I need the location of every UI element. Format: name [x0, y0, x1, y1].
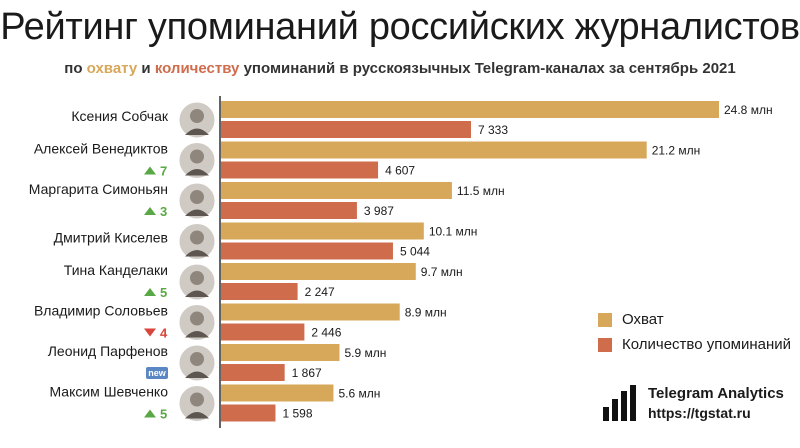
avatar-body-shape: [185, 412, 209, 419]
data-label-reach: 21.2 млн: [652, 144, 701, 158]
data-label-reach: 5.9 млн: [344, 346, 386, 360]
rank-change-value: 4: [160, 326, 168, 341]
avatar-head-shape: [190, 311, 204, 326]
avatar-body-shape: [185, 169, 209, 176]
data-label-reach: 24.8 млн: [724, 103, 773, 117]
bar-count: [221, 364, 285, 381]
avatar-head-shape: [190, 230, 204, 245]
chart-title: Рейтинг упоминаний российских журналисто…: [0, 6, 800, 48]
data-label-count: 3 987: [364, 204, 394, 218]
bar-count: [221, 121, 471, 138]
avatar-head-shape: [190, 190, 204, 204]
data-label-count: 2 247: [305, 285, 335, 299]
bar-reach: [221, 182, 452, 199]
legend-label-reach: Охват: [622, 311, 664, 328]
data-label-count: 7 333: [478, 123, 508, 137]
rank-up-icon: [144, 288, 156, 296]
rank-up-icon: [144, 166, 156, 175]
subtitle-and: и: [141, 60, 151, 77]
chart-row: 8.9 млн 2 446 Владимир Соловьев 4: [34, 303, 447, 341]
chart-row: 10.1 млн 5 044 Дмитрий Киселев: [54, 222, 478, 260]
subtitle-suffix: упоминаний в русскоязычных Telegram-кана…: [243, 60, 736, 77]
data-label-count: 4 607: [385, 164, 415, 178]
bar-count: [221, 161, 379, 179]
rank-change-value: 7: [160, 164, 167, 179]
bar-count: [221, 404, 276, 422]
avatar-body-shape: [185, 128, 209, 135]
data-label-count: 2 446: [311, 326, 341, 340]
category-label: Тина Канделаки: [64, 262, 168, 278]
category-label: Максим Шевченко: [49, 384, 168, 400]
chart-subtitle: по охвату и количеству упоминаний в русс…: [0, 60, 800, 77]
new-badge-label: new: [148, 368, 167, 378]
category-label: Маргарита Симоньян: [29, 181, 168, 197]
bar-reach: [221, 303, 400, 321]
category-label: Алексей Венедиктов: [34, 141, 168, 157]
data-label-count: 5 044: [400, 245, 430, 259]
rank-change-value: 3: [160, 204, 167, 219]
bar-reach: [221, 141, 647, 159]
rank-down-icon: [144, 328, 156, 337]
bar-count: [221, 202, 357, 219]
legend-swatch-reach: [598, 312, 612, 327]
bar-reach: [221, 101, 719, 118]
chart-row: 11.5 млн 3 987 Маргарита Симоньян 3: [29, 181, 505, 220]
legend-swatch-count: [598, 337, 612, 352]
avatar-body-shape: [185, 371, 209, 378]
data-label-count: 1 598: [282, 407, 312, 421]
data-label-reach: 5.6 млн: [338, 387, 380, 401]
avatar-head-shape: [190, 271, 204, 285]
avatar-head-shape: [190, 109, 204, 123]
data-label-reach: 10.1 млн: [429, 225, 478, 239]
brand-url[interactable]: https://tgstat.ru: [648, 405, 751, 421]
subtitle-prefix: по: [64, 60, 83, 77]
category-label: Владимир Соловьев: [34, 303, 168, 319]
chart-row: 5.9 млн 1 867 Леонид Парфенов new: [48, 343, 386, 382]
avatar-head-shape: [190, 392, 204, 407]
bar-count: [221, 323, 305, 341]
avatar-body-shape: [185, 250, 209, 257]
bar-reach: [221, 222, 424, 240]
avatar-head-shape: [190, 352, 204, 366]
rank-change-value: 5: [160, 285, 167, 300]
chart-row: 24.8 млн 7 333 Ксения Собчак: [71, 101, 773, 139]
new-badge: [146, 367, 168, 379]
legend: Охват Количество упоминаний: [598, 311, 791, 361]
data-label-reach: 8.9 млн: [405, 306, 447, 320]
avatar-head-shape: [190, 149, 204, 164]
rank-change-value: 5: [160, 407, 167, 422]
tgstat-logo-icon: [603, 385, 636, 421]
avatar-body-shape: [185, 331, 209, 338]
rank-up-icon: [144, 207, 156, 215]
avatar-body-shape: [185, 290, 209, 297]
category-label: Леонид Парфенов: [48, 343, 168, 359]
category-label: Ксения Собчак: [71, 108, 168, 124]
chart-row: 21.2 млн 4 607 Алексей Венедиктов 7: [34, 141, 700, 179]
data-label-reach: 9.7 млн: [421, 265, 463, 279]
rank-up-icon: [144, 409, 156, 418]
bar-reach: [221, 263, 416, 280]
bar-count: [221, 242, 393, 260]
bar-reach: [221, 344, 340, 361]
avatar-body-shape: [185, 209, 209, 216]
legend-item-count: Количество упоминаний: [598, 336, 791, 353]
chart-row: 5.6 млн 1 598 Максим Шевченко 5: [49, 384, 380, 422]
subtitle-count: количеству: [154, 60, 240, 77]
legend-label-count: Количество упоминаний: [622, 336, 792, 353]
chart-row: 9.7 млн 2 247 Тина Канделаки 5: [64, 262, 463, 301]
bar-reach: [221, 384, 334, 402]
subtitle-reach: охвату: [86, 60, 138, 77]
legend-item-reach: Охват: [598, 311, 791, 328]
category-label: Дмитрий Киселев: [54, 230, 168, 246]
data-label-reach: 11.5 млн: [457, 184, 505, 198]
brand-title: Telegram Analytics: [648, 385, 784, 402]
bar-count: [221, 283, 298, 300]
data-label-count: 1 867: [292, 366, 322, 380]
